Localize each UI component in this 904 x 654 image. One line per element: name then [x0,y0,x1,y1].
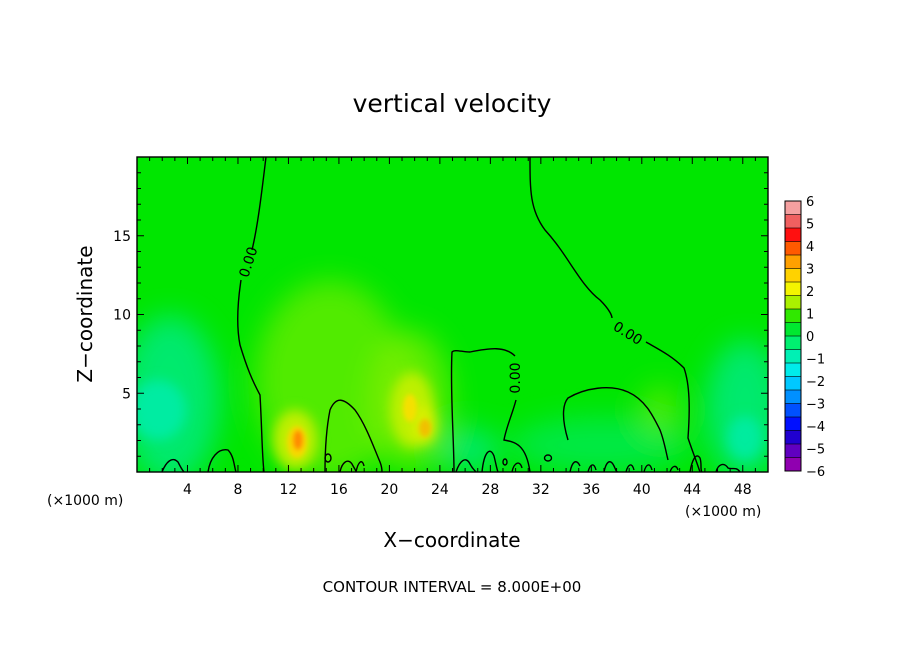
contour-line-left [237,157,267,472]
colorbar-swatch [785,363,801,377]
contour-bump-14 [689,455,703,472]
colorbar-label: 3 [806,263,814,278]
zero-contours [161,157,741,472]
x-tick-label: 44 [683,482,701,498]
contour-bump-15 [715,463,741,472]
contour-bump-2 [207,449,237,472]
cool-region-lower [510,417,690,472]
x-tick-label: 24 [431,482,449,498]
field-cores [287,394,431,458]
cool-core-left [137,380,186,440]
contour-bump-8 [569,461,581,472]
updraft-core-b2-yellow [419,419,431,437]
colorbar-swatch [785,349,801,364]
colorbar-swatch [785,228,801,242]
colorbar-swatch [785,295,801,310]
colorbar-swatch [785,403,801,418]
colorbar-label: −2 [806,375,825,390]
colorbar-frame [784,200,802,472]
contour-bump-9 [587,464,597,472]
colorbar-swatch [785,444,801,458]
contour-interval-note: CONTOUR INTERVAL = 8.000E+00 [323,578,582,596]
colorbar-swatch [785,417,801,431]
x-tick-label: 12 [280,482,298,498]
colorbar-label: −1 [806,353,825,368]
contour-bump-1 [161,458,185,472]
y-axis-label: Z−coordinate [73,245,97,382]
x-tick-label: 40 [633,482,651,498]
x-unit-right: (×1000 m) [685,504,761,520]
colorbar-label: 6 [806,195,814,210]
colorbar-label: −3 [806,398,825,413]
x-unit-left: (×1000 m) [47,493,123,509]
contour-bump-11 [625,464,635,472]
contour-bump-5 [455,459,477,472]
x-axis-label: X−coordinate [383,528,520,552]
colorbar-label: −6 [806,465,825,480]
contour-bump-13 [669,465,679,472]
colorbar-swatch [785,457,801,472]
chart-title: vertical velocity [353,89,552,118]
y-tick-label: 15 [113,229,131,245]
plot-area: 0.00 0.00 0.00 [137,157,768,472]
colorbar-swatch [785,390,801,404]
x-axis-ticks: 4 8 12 16 20 24 28 32 36 40 44 48 [149,157,756,498]
contour-label-center: 0.00 [508,362,524,393]
colorbar-swatch [785,255,801,269]
contour-ring-1 [324,453,332,463]
contour-line-right [529,157,701,472]
colorbar-swatch [785,214,801,229]
cool-core-right [727,416,763,460]
cool-region-lower2 [440,428,500,472]
colorbar-label: −4 [806,420,825,435]
colorbar-swatch [785,309,801,323]
colorbar: 6 5 4 3 2 1 0 −1 −2 −3 −4 −5 −6 [784,195,825,480]
colorbar-swatch [785,430,801,445]
contour-bump-6 [481,450,499,472]
x-tick-label: 16 [330,482,348,498]
x-tick-label: 4 [183,482,192,498]
contour-bump-3 [339,460,357,472]
colorbar-swatch [785,201,801,215]
contour-loop-cool [324,399,383,472]
colorbar-label: 4 [806,240,814,255]
colorbar-swatch [785,322,801,337]
contour-bump-12 [643,464,653,472]
y-tick-label: 5 [122,386,131,402]
colorbar-swatch [785,241,801,256]
y-tick-label: 10 [113,308,131,324]
colorbar-label: −5 [806,443,825,458]
x-tick-label: 36 [582,482,600,498]
contour-ring-3 [502,458,508,466]
contour-bump-4 [355,461,365,472]
x-tick-label: 28 [481,482,499,498]
contour-loop-lower [562,387,669,461]
updraft-core-a-orange [293,430,303,450]
colorbar-swatch [785,268,801,283]
updraft-core-b-yellow [403,394,417,422]
x-tick-label: 20 [380,482,398,498]
colorbar-label: 1 [806,308,814,323]
warm-region-lower [640,385,680,435]
colorbar-label: 0 [806,330,814,345]
y-axis-ticks: 5 10 15 [113,172,768,457]
contour-line-center [450,348,531,472]
x-tick-label: 48 [734,482,752,498]
colorbar-swatch [785,376,801,391]
contour-ring-2 [543,454,553,462]
colorbar-label: 5 [806,218,814,233]
x-tick-label: 8 [233,482,242,498]
contour-bump-7 [511,462,523,472]
colorbar-swatch [785,282,801,296]
colorbar-swatch [785,336,801,350]
colorbar-label: 2 [806,285,814,300]
x-tick-label: 32 [532,482,550,498]
